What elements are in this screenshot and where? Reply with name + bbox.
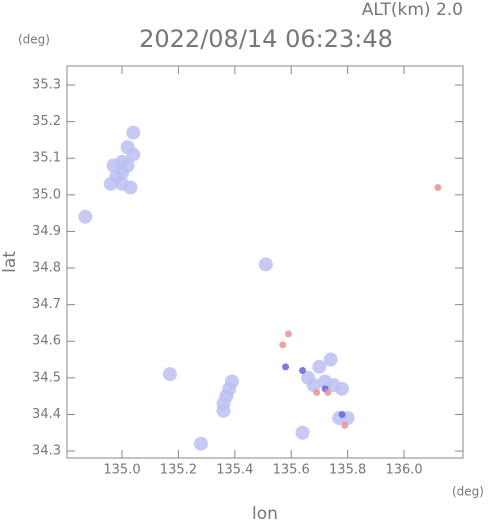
echo-point [216, 396, 231, 411]
x-unit: (deg) [452, 485, 484, 499]
echo-point [323, 352, 338, 367]
echo-point [225, 374, 239, 389]
x-tick-label: 135.8 [329, 463, 366, 478]
y-tick-label: 34.7 [32, 297, 61, 312]
y-tick-label: 35.0 [32, 187, 61, 202]
echo-point [299, 367, 307, 375]
echo-point [193, 436, 208, 451]
echo-point [162, 367, 177, 382]
echo-point [258, 257, 273, 272]
echo-point [341, 421, 349, 429]
echo-point [282, 363, 290, 371]
altitude-label: ALT(km) 2.0 [362, 0, 463, 20]
echo-point [115, 165, 129, 180]
echo-point [324, 388, 332, 396]
y-tick-label: 34.3 [32, 444, 61, 459]
y-unit: (deg) [18, 33, 50, 47]
echo-point [335, 381, 349, 396]
echo-point [312, 359, 327, 374]
echo-point [295, 425, 310, 440]
plot-frame [66, 65, 464, 459]
x-tick-label: 135.2 [160, 463, 197, 478]
echo-point [338, 410, 346, 418]
echo-point [123, 180, 138, 195]
y-tick-label: 34.9 [32, 224, 61, 239]
echo-point [284, 330, 292, 338]
y-tick-label: 34.6 [32, 334, 61, 349]
echo-point [120, 140, 135, 155]
y-tick-label: 35.1 [32, 151, 61, 166]
echo-point [301, 370, 316, 385]
x-tick-label: 135.6 [273, 463, 310, 478]
x-tick-label: 135.4 [216, 463, 253, 478]
y-tick-label: 35.3 [32, 78, 61, 93]
y-tick-label: 34.4 [32, 407, 61, 422]
echo-point [103, 176, 118, 191]
x-tick-label: 135.0 [103, 463, 140, 478]
echo-point [78, 209, 93, 224]
x-axis-label: lon [252, 504, 278, 521]
echo-point [126, 125, 141, 140]
echo-point [279, 341, 287, 349]
y-tick-label: 35.2 [32, 114, 61, 129]
y-tick-label: 34.5 [32, 370, 61, 385]
y-tick-label: 34.8 [32, 261, 61, 276]
echo-point [434, 184, 442, 192]
y-axis-label: lat [0, 251, 20, 273]
chart-title: 2022/08/14 06:23:48 [139, 25, 393, 53]
x-tick-label: 136.0 [385, 463, 422, 478]
echo-point [313, 388, 321, 396]
